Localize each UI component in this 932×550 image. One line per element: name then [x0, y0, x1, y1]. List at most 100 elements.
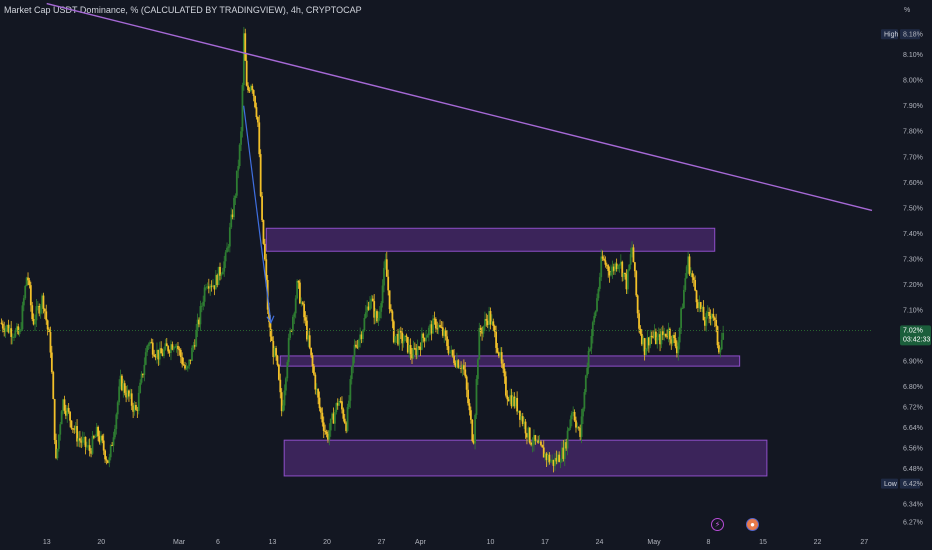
candle-body: [11, 336, 14, 338]
zone-group: [265, 227, 768, 477]
candle-body: [280, 392, 283, 412]
candle-body: [73, 428, 76, 430]
price-tick-label: 7.40%: [903, 231, 923, 238]
candle-body: [659, 334, 661, 345]
candle-body: [143, 364, 146, 376]
candle-body: [367, 306, 370, 310]
price-tick-label: 7.80%: [903, 129, 923, 136]
candle-body: [481, 332, 483, 334]
candle-body: [64, 410, 67, 416]
candle-body: [308, 335, 311, 348]
candle-body: [15, 326, 18, 331]
candle-body: [712, 313, 715, 318]
candle-body: [206, 286, 209, 288]
candle-body: [614, 263, 617, 271]
candle-body: [156, 349, 158, 357]
candle-body: [10, 328, 13, 337]
candle-body: [178, 349, 181, 351]
candle-body: [34, 320, 36, 325]
candle-body: [590, 336, 593, 349]
candle-body: [443, 330, 446, 336]
candle-body: [643, 338, 646, 355]
candle-body: [259, 154, 262, 197]
candle-body: [146, 345, 149, 353]
candle-body: [561, 447, 563, 462]
candle-body: [691, 273, 694, 278]
candle-body: [682, 289, 685, 309]
candle-body: [383, 267, 385, 286]
candle-body: [502, 363, 505, 369]
candle-body: [153, 354, 156, 357]
candle-body: [251, 85, 254, 91]
candle-body: [133, 405, 136, 412]
candle-body: [528, 427, 531, 443]
candle-body: [1, 323, 4, 329]
candle-body: [0, 322, 3, 324]
candle-body: [625, 274, 628, 290]
candle-body: [369, 301, 371, 310]
candle-body: [612, 266, 615, 271]
candle-body: [390, 309, 392, 312]
candle-body: [430, 324, 433, 334]
candle-body: [216, 275, 219, 286]
candle-body: [234, 195, 237, 198]
candle-body: [702, 306, 705, 321]
candle-body: [199, 306, 202, 325]
candle-body: [320, 408, 322, 413]
candle-body: [434, 318, 437, 329]
candle-body: [668, 328, 671, 340]
candle-body: [108, 457, 111, 463]
candle-body: [249, 85, 252, 92]
candle-body: [398, 330, 401, 345]
candle-body: [690, 273, 692, 275]
candle-body: [563, 442, 566, 459]
candle-body: [631, 247, 633, 255]
candle-body: [608, 270, 611, 276]
candle-body: [154, 356, 157, 358]
candle-body: [433, 318, 436, 320]
extreme-name-label: High: [884, 32, 899, 39]
candle-body: [196, 319, 199, 330]
candle-body: [671, 335, 674, 344]
candle-body: [118, 386, 121, 403]
candle-body: [629, 254, 632, 265]
candle-body: [273, 348, 276, 358]
candle-body: [112, 437, 115, 446]
candle-body: [189, 359, 192, 361]
candle-body: [35, 306, 38, 321]
candle-body: [291, 316, 294, 331]
candle-body: [192, 345, 195, 348]
candle-body: [185, 368, 188, 370]
candle-body: [708, 311, 711, 317]
candle-body: [174, 346, 177, 348]
candle-body: [352, 356, 355, 367]
candle-body: [74, 426, 77, 430]
candle-body: [150, 342, 153, 344]
time-tick-label: 20: [97, 539, 105, 546]
candle-body: [242, 33, 245, 86]
time-axis[interactable]: 13 20 Mar 6 13 20 27 Apr 10 17 24 May 8 15 22 27: [43, 539, 868, 546]
candle-body: [547, 454, 549, 460]
candle-body: [230, 214, 233, 228]
candle-body: [167, 346, 170, 352]
candle-body: [272, 341, 275, 358]
candle-body: [605, 264, 608, 266]
candle-body: [114, 428, 116, 438]
candle-body: [21, 305, 24, 330]
candle-body: [315, 389, 318, 391]
last-price-label: 7.02%: [903, 327, 923, 334]
candle-body: [673, 335, 675, 339]
price-axis[interactable]: High 8.18% 8.10% 8.00% 7.90% 7.80% 7.70% 7.60% 7…: [881, 29, 931, 526]
candle-body: [397, 333, 399, 345]
candle-body: [42, 295, 45, 309]
candle-body: [715, 320, 718, 327]
candle-body: [294, 298, 297, 314]
lightning-icon[interactable]: ⚡: [711, 518, 724, 531]
candle-body: [505, 376, 507, 396]
candle-body: [195, 329, 198, 347]
events-flags-icon[interactable]: ●: [746, 518, 759, 531]
candle-body: [137, 392, 140, 411]
candle-body: [360, 334, 363, 340]
candle-body: [362, 330, 364, 340]
